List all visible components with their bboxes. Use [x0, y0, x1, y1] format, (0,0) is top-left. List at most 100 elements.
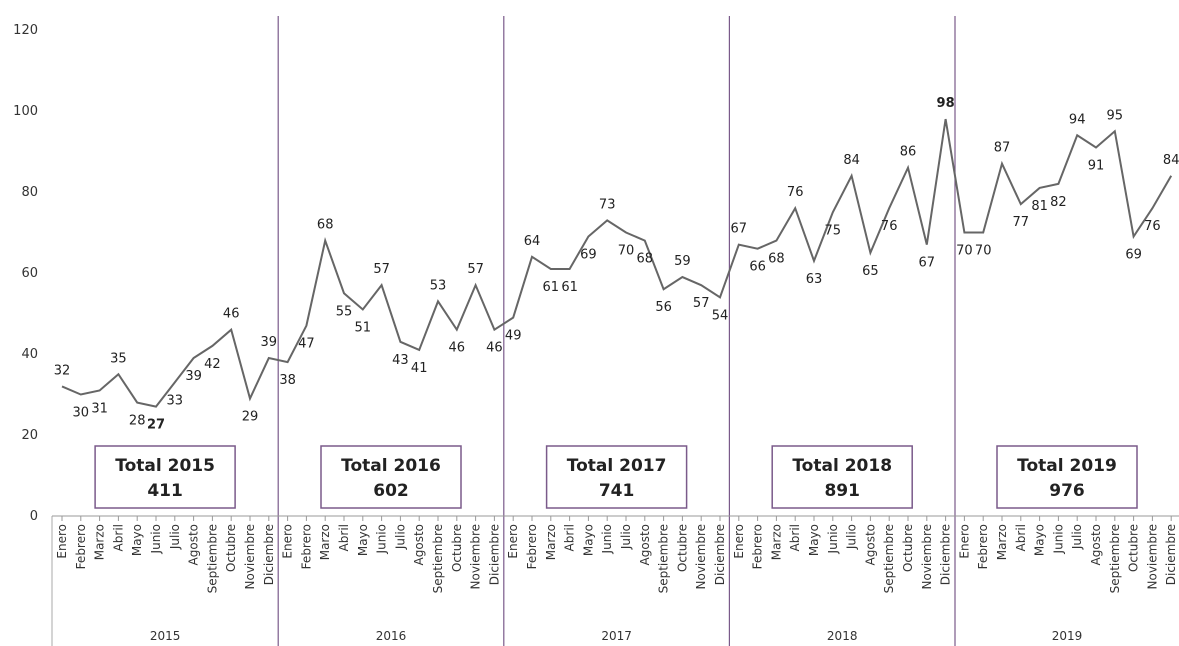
series-line	[61, 118, 1173, 408]
data-label: 68	[637, 252, 654, 267]
month-tick-label: Noviembre	[694, 524, 708, 590]
month-tick-label: Febrero	[74, 524, 88, 569]
data-label: 67	[731, 222, 748, 237]
year-total-box: Total 2016 602	[320, 445, 462, 509]
data-label: 98	[937, 96, 955, 111]
data-label: 65	[862, 264, 879, 279]
month-tick-label: Julio	[168, 524, 182, 550]
year-total-box: Total 2017 741	[545, 445, 688, 509]
data-label: 67	[919, 256, 936, 271]
month-tick-label: Mayo	[130, 524, 144, 556]
month-tick-label: Agosto	[1089, 524, 1103, 565]
month-tick-label: Julio	[1070, 524, 1084, 550]
year-total-box-frame	[771, 445, 913, 509]
data-label: 27	[147, 418, 165, 433]
data-label: 41	[411, 361, 428, 376]
month-tick-label: Septiembre	[205, 524, 219, 593]
year-total-box-frame	[545, 445, 688, 509]
data-label: 81	[1031, 199, 1048, 214]
data-label: 70	[618, 244, 635, 259]
data-label: 63	[806, 272, 823, 287]
year-total-label: Total 2017	[567, 456, 667, 476]
month-tick-label: Octubre	[450, 524, 464, 572]
y-tick-label: 120	[13, 23, 38, 38]
month-tick-label: Diciembre	[713, 524, 727, 585]
month-tick-label: Abril	[337, 524, 351, 551]
data-label: 64	[524, 234, 541, 249]
year-total-box: Total 2019 976	[996, 445, 1138, 509]
year-label: 2018	[827, 629, 858, 643]
data-label: 47	[298, 337, 315, 352]
data-label: 43	[392, 353, 409, 368]
y-axis: 0 20 40 60 80 100 120	[13, 23, 38, 524]
data-label: 77	[1013, 215, 1030, 230]
y-tick-label: 80	[21, 185, 38, 200]
month-tick-label: Julio	[845, 524, 859, 550]
data-label: 53	[430, 278, 447, 293]
data-label: 86	[900, 145, 917, 160]
month-tick-label: Marzo	[318, 524, 332, 560]
data-label: 76	[1144, 219, 1161, 234]
data-label: 68	[317, 218, 334, 233]
month-tick-label: Abril	[563, 524, 577, 551]
month-tick-label: Marzo	[544, 524, 558, 560]
month-tick-label: Febrero	[976, 524, 990, 569]
year-label: 2019	[1052, 629, 1083, 643]
month-tick-label: Enero	[55, 524, 69, 559]
year-total-label: Total 2018	[792, 456, 892, 476]
year-label: 2015	[150, 629, 181, 643]
data-label: 70	[975, 244, 992, 259]
month-tick-label: Septiembre	[1108, 524, 1122, 593]
y-tick-label: 40	[21, 347, 38, 362]
month-tick-label: Febrero	[299, 524, 313, 569]
x-axis: Enero Febrero Marzo Abril Mayo Junio Julio Agos…	[52, 515, 1179, 643]
month-tick-label: Diciembre	[487, 524, 501, 585]
month-tick-label: Abril	[111, 524, 125, 551]
month-tick-label: Enero	[957, 524, 971, 559]
month-tick-label: Noviembre	[243, 524, 257, 590]
data-label: 57	[373, 262, 390, 277]
year-total-box-frame	[94, 445, 236, 509]
month-tick-label: Marzo	[769, 524, 783, 560]
data-label: 51	[355, 320, 372, 335]
year-total-box-frame	[996, 445, 1138, 509]
data-label: 42	[204, 357, 221, 372]
month-tick-label: Febrero	[751, 524, 765, 569]
year-total-value: 891	[824, 481, 860, 501]
data-label: 84	[843, 153, 860, 168]
y-tick-label: 20	[21, 428, 38, 443]
month-tick-label: Junio	[826, 524, 840, 554]
data-label: 75	[825, 223, 842, 238]
data-label: 30	[73, 406, 90, 421]
month-tick-label: Diciembre	[939, 524, 953, 585]
month-tick-label: Diciembre	[262, 524, 276, 585]
year-total-value: 602	[373, 481, 409, 501]
month-tick-label: Octubre	[224, 524, 238, 572]
month-tick-label: Febrero	[525, 524, 539, 569]
data-label: 54	[712, 308, 729, 323]
year-label: 2017	[601, 629, 632, 643]
data-label: 57	[467, 262, 484, 277]
month-tick-label: Mayo	[807, 524, 821, 556]
data-label: 28	[129, 414, 146, 429]
y-tick-label: 60	[21, 266, 38, 281]
month-tick-label: Noviembre	[1145, 524, 1159, 590]
year-total-box-frame	[320, 445, 462, 509]
month-tick-label: Agosto	[638, 524, 652, 565]
data-label: 69	[580, 248, 597, 263]
month-tick-label: Agosto	[863, 524, 877, 565]
month-tick-label: Septiembre	[882, 524, 896, 593]
month-tick-label: Junio	[600, 524, 614, 554]
data-label: 66	[749, 260, 766, 275]
month-tick-label: Octubre	[901, 524, 915, 572]
year-total-value: 411	[147, 481, 183, 501]
month-tick-label: Julio	[619, 524, 633, 550]
data-label: 68	[768, 252, 785, 267]
data-label: 56	[655, 300, 672, 315]
month-tick-label: Octubre	[675, 524, 689, 572]
month-tick-label: Julio	[393, 524, 407, 550]
month-tick-label: Marzo	[995, 524, 1009, 560]
data-label: 49	[505, 329, 522, 344]
